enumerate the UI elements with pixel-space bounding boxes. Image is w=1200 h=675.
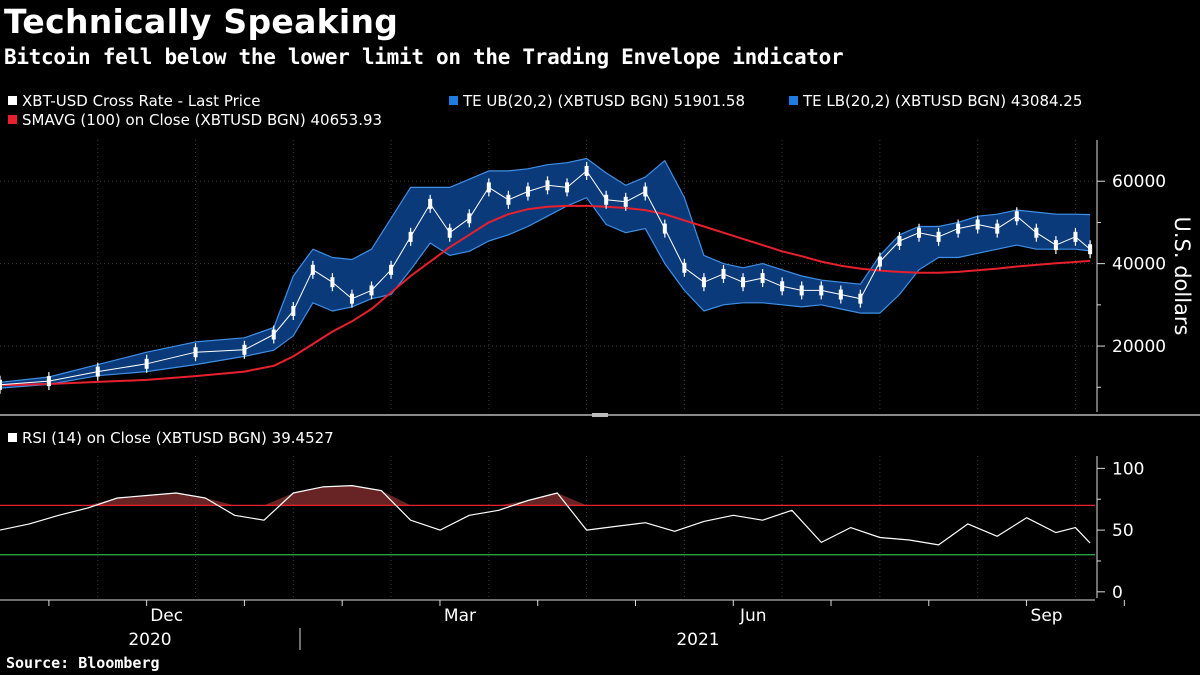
panel-divider-handle bbox=[592, 413, 608, 417]
legend-ub: TE UB(20,2) (XBTUSD BGN) 51901.58 bbox=[449, 92, 745, 110]
legend-rsi-swatch bbox=[8, 433, 17, 442]
price-line bbox=[0, 170, 1091, 386]
chart-subtitle: Bitcoin fell below the lower limit on th… bbox=[4, 45, 844, 69]
main-y-axis-label: U.S. dollars bbox=[1170, 216, 1194, 335]
x-tick-label: Dec bbox=[150, 606, 183, 626]
rsi-y-tick-label: 100 bbox=[1112, 459, 1144, 479]
source-note: Source: Bloomberg bbox=[6, 654, 160, 672]
x-tick-label: Jun bbox=[739, 606, 767, 626]
legend-lb-swatch bbox=[789, 96, 798, 105]
rsi-overbought-area bbox=[0, 485, 1091, 506]
legend-rsi: RSI (14) on Close (XBTUSD BGN) 39.4527 bbox=[8, 429, 334, 447]
legend-lb: TE LB(20,2) (XBTUSD BGN) 43084.25 bbox=[789, 92, 1082, 110]
legend-rsi-label: RSI (14) on Close (XBTUSD BGN) 39.4527 bbox=[22, 429, 334, 447]
x-tick-label: Mar bbox=[444, 606, 476, 626]
x-year-label: 2021 bbox=[676, 630, 719, 650]
main-y-tick-label: 60000 bbox=[1112, 172, 1166, 192]
legend-sma-label: SMAVG (100) on Close (XBTUSD BGN) 40653.… bbox=[22, 111, 383, 129]
main-y-tick-label: 40000 bbox=[1112, 255, 1166, 275]
x-year-label: 2020 bbox=[128, 630, 171, 650]
rsi-line bbox=[0, 485, 1091, 546]
main-y-tick-label: 20000 bbox=[1112, 337, 1166, 357]
price-point bbox=[1088, 244, 1093, 255]
legend-sma-swatch bbox=[8, 115, 17, 124]
envelope-lower-line bbox=[0, 197, 1091, 389]
x-tick-label: Sep bbox=[1031, 606, 1063, 626]
legend-lb-label: TE LB(20,2) (XBTUSD BGN) 43084.25 bbox=[803, 92, 1083, 110]
legend-ub-swatch bbox=[449, 96, 458, 105]
legend-price-swatch bbox=[8, 96, 17, 105]
chart-title: Technically Speaking bbox=[4, 2, 399, 41]
rsi-y-tick-label: 50 bbox=[1112, 521, 1134, 541]
legend-sma: SMAVG (100) on Close (XBTUSD BGN) 40653.… bbox=[8, 111, 382, 129]
legend-price-label: XBT-USD Cross Rate - Last Price bbox=[22, 92, 261, 110]
rsi-y-tick-label: 0 bbox=[1112, 583, 1123, 603]
legend-ub-label: TE UB(20,2) (XBTUSD BGN) 51901.58 bbox=[463, 92, 746, 110]
envelope-upper-line bbox=[0, 157, 1091, 383]
legend-price: XBT-USD Cross Rate - Last Price bbox=[8, 92, 260, 110]
